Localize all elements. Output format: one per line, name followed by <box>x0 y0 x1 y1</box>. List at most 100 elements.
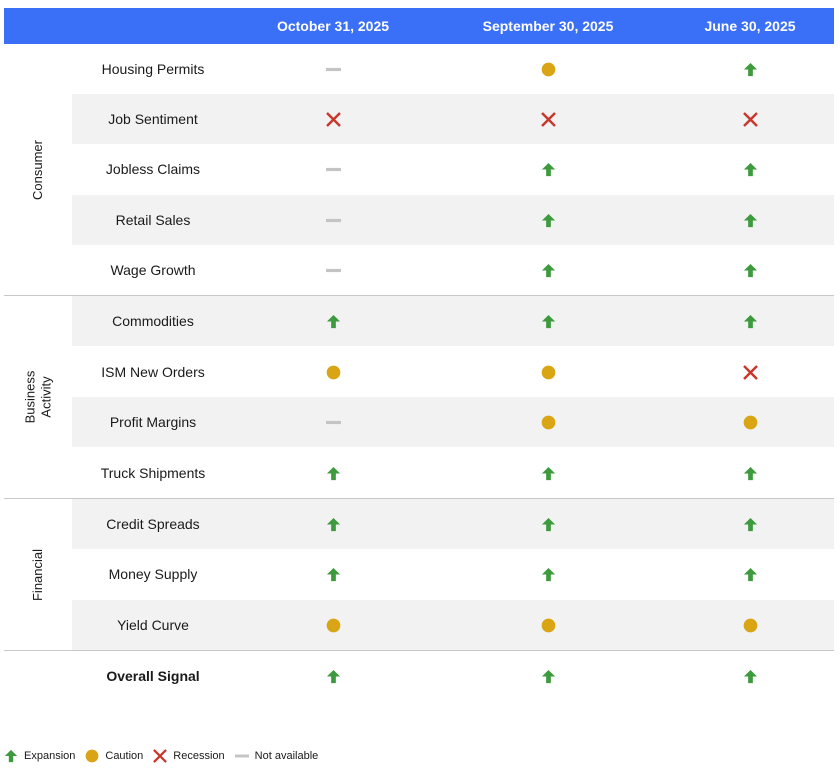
table-row: Job Sentiment <box>72 94 834 144</box>
legend-label-recession: Recession <box>173 750 225 762</box>
signal-cell <box>313 144 353 194</box>
caution-icon <box>541 365 555 379</box>
row-label: Money Supply <box>108 566 198 582</box>
expansion-icon <box>541 162 555 176</box>
row-label: Jobless Claims <box>105 161 201 177</box>
signal-cell <box>730 144 770 194</box>
signal-cell <box>313 651 353 701</box>
signal-cell <box>528 600 568 650</box>
caution-mark <box>541 62 555 76</box>
expansion-icon <box>743 62 757 76</box>
signal-cell <box>730 195 770 245</box>
expansion-icon <box>743 567 757 581</box>
caution-icon <box>743 415 757 429</box>
expansion-icon <box>541 567 555 581</box>
expansion-mark <box>541 263 555 277</box>
expansion-mark <box>326 314 340 328</box>
expansion-icon <box>541 669 555 683</box>
row-label: Truck Shipments <box>100 465 206 481</box>
expansion-icon <box>743 466 757 480</box>
row-label: Yield Curve <box>117 617 189 633</box>
caution-icon <box>326 365 340 379</box>
group-business-activity: Business Activity <box>4 296 72 498</box>
expansion-icon <box>326 466 340 480</box>
row-label: Profit Margins <box>109 414 197 430</box>
expansion-mark <box>541 213 555 227</box>
row-label: Wage Growth <box>110 262 196 278</box>
table-row: Credit Spreads <box>72 499 834 549</box>
signal-cell <box>730 245 770 295</box>
row-label: Job Sentiment <box>108 111 198 127</box>
expansion-mark <box>743 263 757 277</box>
table-row: Wage Growth <box>72 245 834 295</box>
legend-label-not-available: Not available <box>254 750 319 762</box>
caution-mark <box>326 365 340 379</box>
legend-label-caution: Caution <box>105 750 144 762</box>
divider-financial-overall <box>4 650 834 651</box>
expansion-mark <box>326 567 340 581</box>
signal-cell <box>528 94 568 144</box>
signal-cell <box>528 397 568 447</box>
expansion-mark <box>743 62 757 76</box>
caution-mark <box>541 415 555 429</box>
signal-cell <box>528 195 568 245</box>
signal-cell <box>528 144 568 194</box>
expansion-mark <box>541 314 555 328</box>
signal-cell <box>528 651 568 701</box>
row-label: Overall Signal <box>106 668 200 684</box>
recession-mark <box>153 749 168 763</box>
not-available-icon <box>325 167 341 171</box>
caution-icon <box>541 415 555 429</box>
expansion-mark <box>743 669 757 683</box>
not-available-icon <box>325 420 341 424</box>
recession-icon <box>325 111 341 127</box>
expansion-mark <box>743 314 757 328</box>
table-row: Overall Signal <box>72 651 834 701</box>
column-header-sep-2025: September 30, 2025 <box>482 18 614 34</box>
caution-icon <box>541 62 555 76</box>
legend-item-expansion: Expansion <box>4 749 75 763</box>
signal-cell <box>313 245 353 295</box>
not-available-icon <box>325 67 341 71</box>
row-label: Credit Spreads <box>106 516 200 532</box>
expansion-mark <box>541 517 555 531</box>
not-available-mark <box>325 420 341 424</box>
expansion-icon <box>743 314 757 328</box>
signal-cell <box>313 448 353 498</box>
expansion-mark <box>743 162 757 176</box>
signal-cell <box>730 448 770 498</box>
signal-cell <box>313 94 353 144</box>
expansion-icon <box>743 263 757 277</box>
table-row: Truck Shipments <box>72 448 834 498</box>
group-label-business-line1: Business <box>22 370 37 424</box>
table-row: Money Supply <box>72 549 834 599</box>
legend-label-expansion: Expansion <box>24 750 76 762</box>
group-label-consumer: Consumer <box>30 139 45 200</box>
expansion-mark <box>743 466 757 480</box>
table-row: Housing Permits <box>72 44 834 94</box>
expansion-icon <box>326 314 340 328</box>
expansion-icon <box>326 669 340 683</box>
caution-mark <box>541 618 555 632</box>
expansion-mark <box>326 466 340 480</box>
expansion-mark <box>326 669 340 683</box>
signal-cell <box>730 94 770 144</box>
expansion-icon <box>743 213 757 227</box>
group-label-business-line2: Activity <box>38 376 53 418</box>
expansion-mark <box>743 517 757 531</box>
signal-cell <box>730 397 770 447</box>
signal-cell <box>313 499 353 549</box>
not-available-icon <box>325 268 341 272</box>
row-label: Housing Permits <box>101 61 205 77</box>
signal-cell <box>730 499 770 549</box>
signal-cell <box>528 448 568 498</box>
signal-cell <box>528 499 568 549</box>
signal-cell <box>313 44 353 94</box>
table-header: October 31, 2025 September 30, 2025 June… <box>4 8 834 44</box>
expansion-mark <box>541 567 555 581</box>
signal-cell <box>730 347 770 397</box>
signal-cell <box>730 549 770 599</box>
divider-business-financial <box>4 498 834 499</box>
expansion-icon <box>541 517 555 531</box>
signal-cell <box>313 296 353 346</box>
